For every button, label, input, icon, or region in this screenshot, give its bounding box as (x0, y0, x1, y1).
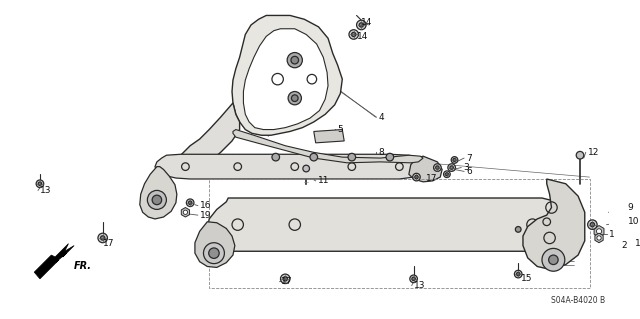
Circle shape (515, 226, 521, 232)
Circle shape (413, 173, 420, 181)
Circle shape (98, 233, 108, 243)
Polygon shape (314, 130, 344, 143)
Circle shape (209, 248, 219, 258)
Text: 13: 13 (413, 281, 425, 290)
Text: 10: 10 (628, 217, 639, 226)
Text: 17: 17 (426, 174, 438, 183)
Circle shape (100, 236, 105, 240)
Circle shape (356, 20, 366, 30)
Circle shape (612, 202, 624, 213)
Circle shape (515, 270, 522, 278)
Circle shape (621, 229, 625, 234)
Circle shape (386, 153, 394, 161)
Text: 14: 14 (362, 18, 372, 26)
Circle shape (147, 190, 166, 209)
Text: 4: 4 (378, 113, 384, 122)
Circle shape (629, 204, 636, 211)
Circle shape (288, 92, 301, 105)
Circle shape (618, 226, 628, 236)
Text: 6: 6 (466, 167, 472, 176)
Polygon shape (523, 179, 585, 269)
Circle shape (433, 164, 441, 171)
Circle shape (348, 153, 356, 161)
Text: 17: 17 (102, 239, 114, 248)
Text: 11: 11 (317, 176, 329, 185)
Polygon shape (140, 167, 177, 219)
Polygon shape (626, 200, 639, 215)
Circle shape (516, 272, 520, 276)
Circle shape (349, 30, 358, 39)
Circle shape (188, 201, 192, 204)
Polygon shape (594, 226, 604, 237)
Text: 2: 2 (622, 241, 627, 250)
Text: 12: 12 (588, 148, 599, 157)
Polygon shape (612, 237, 624, 250)
Text: 17: 17 (282, 277, 293, 286)
Text: 16: 16 (200, 201, 211, 210)
Circle shape (448, 164, 456, 171)
Polygon shape (181, 208, 189, 217)
Circle shape (310, 153, 317, 161)
Circle shape (38, 182, 42, 185)
Polygon shape (179, 103, 239, 172)
Circle shape (186, 199, 194, 207)
Circle shape (287, 53, 302, 68)
Circle shape (436, 166, 439, 169)
Polygon shape (34, 244, 74, 279)
Polygon shape (243, 29, 328, 130)
Circle shape (542, 249, 565, 271)
Text: 13: 13 (40, 186, 51, 195)
Circle shape (410, 275, 417, 283)
Circle shape (451, 157, 458, 163)
Text: 14: 14 (356, 32, 368, 41)
Text: 8: 8 (378, 148, 384, 157)
Circle shape (280, 274, 290, 284)
Circle shape (152, 195, 162, 205)
Text: 19: 19 (200, 211, 211, 219)
Polygon shape (155, 154, 437, 179)
Circle shape (616, 205, 621, 210)
Circle shape (548, 255, 558, 264)
Text: 1: 1 (609, 230, 614, 239)
Circle shape (628, 212, 637, 222)
Polygon shape (409, 156, 442, 182)
Polygon shape (195, 222, 235, 267)
Circle shape (450, 166, 453, 169)
Circle shape (303, 165, 310, 172)
Text: 7: 7 (466, 153, 472, 163)
Circle shape (183, 210, 188, 214)
Circle shape (415, 175, 418, 179)
Text: 15: 15 (521, 274, 532, 283)
Polygon shape (233, 130, 423, 163)
Circle shape (596, 229, 602, 234)
Circle shape (291, 95, 298, 101)
Circle shape (597, 236, 601, 240)
Polygon shape (232, 15, 342, 135)
Circle shape (453, 159, 456, 161)
Circle shape (272, 153, 280, 161)
Circle shape (283, 277, 287, 281)
Text: 3: 3 (463, 163, 469, 172)
Circle shape (445, 173, 449, 176)
Circle shape (291, 56, 299, 64)
Text: 5: 5 (337, 125, 343, 134)
Text: S04A-B4020 B: S04A-B4020 B (552, 296, 605, 305)
Text: 18: 18 (635, 239, 640, 248)
Circle shape (36, 180, 44, 188)
Circle shape (351, 32, 356, 37)
Text: 9: 9 (628, 203, 634, 212)
Polygon shape (595, 233, 603, 243)
Circle shape (576, 152, 584, 159)
Circle shape (588, 220, 597, 229)
Circle shape (359, 23, 364, 27)
Circle shape (590, 222, 595, 227)
Circle shape (412, 277, 415, 280)
Circle shape (204, 243, 225, 263)
Circle shape (615, 241, 621, 247)
Text: FR.: FR. (74, 262, 92, 271)
Circle shape (444, 171, 450, 178)
Polygon shape (207, 198, 582, 251)
Circle shape (630, 215, 634, 219)
